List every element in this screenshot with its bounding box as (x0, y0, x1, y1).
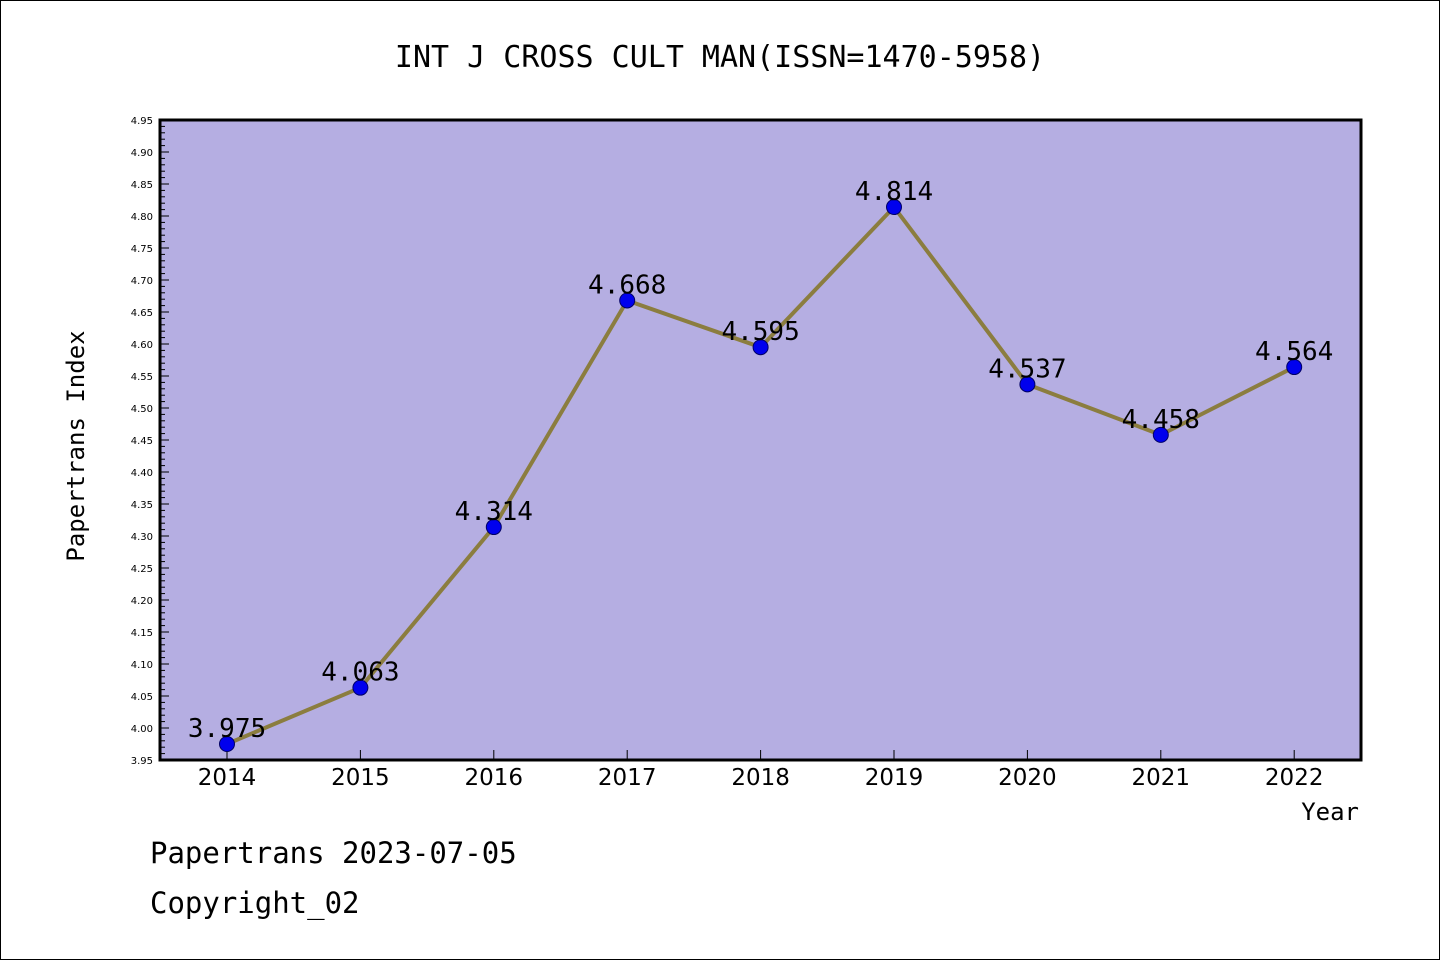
y-tick-label: 4.45 (131, 436, 153, 447)
data-label: 4.458 (1122, 405, 1200, 435)
data-label: 4.537 (988, 354, 1066, 384)
data-label: 3.975 (188, 714, 266, 744)
x-tick-label: 2019 (865, 765, 924, 791)
data-markers (219, 199, 1303, 752)
x-tick-label: 2018 (731, 765, 790, 791)
chart-title: INT J CROSS CULT MAN(ISSN=1470-5958) (395, 40, 1045, 75)
y-tick-label: 4.25 (131, 564, 153, 575)
footer-source: Papertrans 2023-07-05 (150, 836, 517, 870)
data-point (752, 339, 769, 356)
y-tick-label: 4.50 (131, 404, 153, 415)
y-axis-title: Papertrans Index (62, 330, 90, 561)
x-axis-title: Year (1301, 798, 1359, 826)
y-tick-label: 4.65 (131, 308, 153, 319)
y-tick-label: 4.90 (131, 148, 153, 159)
data-point (886, 199, 902, 216)
y-tick-label: 4.60 (131, 340, 153, 351)
x-tick-label: 2017 (598, 765, 657, 791)
y-tick-label: 4.35 (131, 500, 153, 511)
footer-copyright: Copyright_02 (150, 886, 360, 920)
y-tick-label: 4.00 (131, 724, 153, 735)
data-label: 4.314 (455, 497, 533, 527)
y-tick-label: 4.95 (131, 116, 153, 127)
y-tick-label: 4.55 (131, 372, 153, 383)
data-label: 4.814 (855, 177, 933, 207)
x-tick-label: 2016 (465, 765, 524, 791)
y-tick-label: 4.40 (131, 468, 153, 479)
y-tick-label: 4.05 (131, 692, 153, 703)
data-point (352, 679, 369, 696)
data-point (485, 519, 502, 536)
y-tick-label: 4.85 (131, 180, 153, 191)
x-tick-label: 2014 (198, 765, 257, 791)
x-tick-label: 2020 (998, 765, 1057, 791)
x-axis-ticks: 2014 2015 2016 2017 2018 2019 2020 2021 2022 (198, 750, 1324, 791)
data-point (1152, 426, 1169, 443)
y-tick-label: 4.70 (131, 276, 153, 287)
data-label: 4.668 (588, 270, 666, 300)
y-tick-label: 4.15 (131, 628, 153, 639)
y-tick-label: 4.30 (131, 532, 153, 543)
data-point (219, 736, 235, 752)
x-tick-label: 2021 (1132, 765, 1191, 791)
y-tick-label: 4.75 (131, 244, 153, 255)
y-axis-ticks: 3.95 4.00 4.05 4.10 4.15 4.20 4.25 4.30 4.35 4.40… (131, 116, 169, 767)
y-tick-label: 4.10 (131, 660, 153, 671)
data-label: 4.063 (321, 658, 399, 688)
y-tick-label: 4.20 (131, 596, 153, 607)
data-point (1286, 359, 1303, 376)
y-tick-label: 4.80 (131, 212, 153, 223)
plot-border (158, 118, 1363, 762)
data-point (619, 292, 636, 309)
y-tick-label: 3.95 (131, 756, 153, 767)
x-tick-label: 2015 (331, 765, 390, 791)
data-label: 4.595 (721, 317, 799, 347)
data-label: 4.564 (1255, 337, 1333, 367)
data-labels: 3.975 4.063 4.314 4.668 4.595 4.814 4.537 4.458… (188, 177, 1333, 744)
x-tick-label: 2022 (1265, 765, 1324, 791)
data-point (1019, 376, 1036, 393)
